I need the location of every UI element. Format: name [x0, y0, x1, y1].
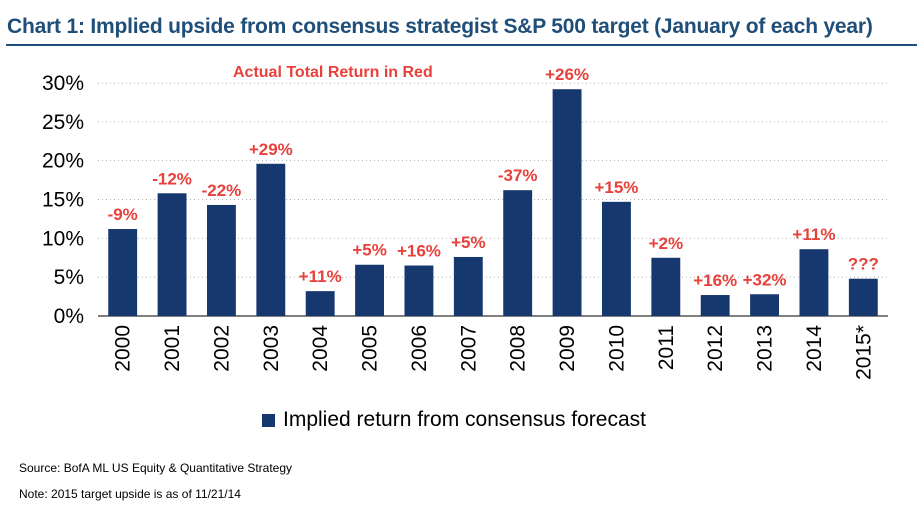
chart-annotation: Actual Total Return in Red — [233, 64, 433, 81]
bar — [651, 257, 681, 316]
data-label: -9% — [108, 205, 138, 224]
bar — [206, 204, 236, 316]
data-label: +11% — [792, 225, 835, 244]
x-tick-label: 2009 — [556, 325, 579, 372]
x-tick-label: 2005 — [359, 325, 382, 372]
bar — [601, 201, 631, 316]
data-label: +16% — [693, 271, 737, 290]
x-tick-label: 2004 — [309, 325, 332, 372]
x-tick-label: 2010 — [605, 325, 628, 372]
y-tick-label: 5% — [54, 266, 84, 289]
y-tick-label: 25% — [42, 111, 84, 134]
x-axis-ticks: 2000 2001 2002 2003 2004 2005 2006 2007 2008 2009… — [112, 325, 876, 380]
bar — [404, 265, 434, 316]
legend: Implied return from consensus forecast — [262, 408, 646, 432]
y-tick-label: 20% — [42, 150, 84, 173]
x-tick-label: 2013 — [754, 325, 777, 372]
data-label: +11% — [299, 267, 342, 286]
y-tick-label: 10% — [42, 227, 84, 250]
data-label: +15% — [594, 178, 638, 197]
data-label: +5% — [352, 241, 387, 260]
legend-swatch — [262, 413, 275, 427]
bar — [256, 163, 286, 316]
y-tick-label: 15% — [42, 189, 84, 212]
y-tick-label: 0% — [54, 305, 84, 328]
x-tick-label: 2002 — [210, 325, 233, 372]
x-tick-label: 2012 — [704, 325, 727, 372]
bar — [108, 229, 138, 316]
data-label: ??? — [848, 255, 879, 274]
footnote: Note: 2015 target upside is as of 11/21/… — [19, 487, 241, 501]
data-label: -22% — [202, 181, 242, 200]
bars — [108, 89, 878, 316]
bar — [750, 294, 780, 316]
bar — [552, 89, 582, 316]
data-label: +2% — [649, 234, 684, 253]
data-label: -12% — [152, 169, 192, 188]
data-label: +32% — [743, 270, 787, 289]
bar — [355, 264, 385, 316]
y-axis-ticks: 0% 5% 10% 15% 20% 25% 30% — [42, 72, 84, 328]
bar — [799, 249, 829, 316]
bar — [503, 190, 533, 316]
x-tick-label: 2011 — [655, 325, 678, 370]
data-label: +16% — [397, 242, 441, 261]
source-note: Source: BofA ML US Equity & Quantitative… — [19, 461, 293, 475]
x-tick-label: 2007 — [457, 325, 480, 372]
bar — [157, 193, 187, 316]
bar — [700, 295, 730, 316]
bar — [453, 256, 483, 316]
bar-chart: 0% 5% 10% 15% 20% 25% 30% 2000 2001 2002 2003 2004… — [42, 64, 888, 380]
x-tick-label: 2006 — [408, 325, 431, 372]
data-label: -37% — [498, 166, 538, 185]
title-underline — [6, 44, 917, 46]
bar — [848, 278, 878, 316]
data-label: +29% — [249, 140, 293, 159]
chart-title: Chart 1: Implied upside from consensus s… — [7, 15, 873, 38]
x-tick-label: 2008 — [507, 325, 530, 372]
data-label: +5% — [451, 233, 486, 252]
data-labels: -9% -12% -22% +29% +11% +5% +16% +5% -37% +26% +15… — [108, 65, 879, 290]
x-tick-label: 2015* — [852, 325, 875, 380]
x-tick-label: 2003 — [260, 325, 283, 372]
y-tick-label: 30% — [42, 72, 84, 95]
bar — [305, 291, 335, 316]
legend-label: Implied return from consensus forecast — [283, 408, 646, 431]
x-tick-label: 2000 — [112, 325, 135, 372]
x-tick-label: 2014 — [803, 325, 826, 372]
x-tick-label: 2001 — [161, 325, 184, 372]
data-label: +26% — [545, 65, 589, 84]
